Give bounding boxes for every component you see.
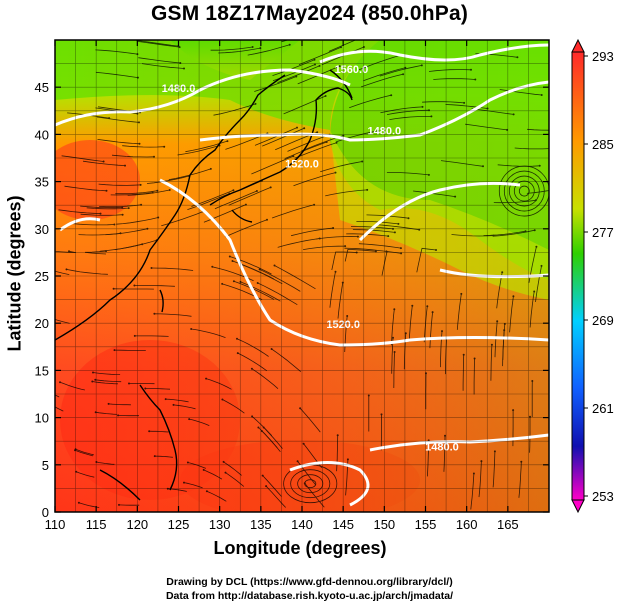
colorbar-label: 261 (592, 401, 614, 416)
contour-label: 1480.0 (162, 83, 196, 95)
x-axis: 110 115 120 125 130 135 140 145 150 155 160 165 (45, 40, 519, 532)
contour-label: 1520.0 (326, 319, 360, 331)
contour-label: 1560.0 (335, 64, 369, 76)
credit-drawing: Drawing by DCL (https://www.gfd-dennou.o… (166, 576, 453, 588)
chart-title: GSM 18Z17May2024 (850.0hPa) (150, 2, 469, 25)
x-tick-label: 125 (168, 517, 190, 532)
x-tick-label: 165 (497, 517, 519, 532)
colorbar-label: 253 (592, 489, 614, 504)
y-tick-label: 45 (35, 80, 49, 95)
x-tick-label: 145 (332, 517, 354, 532)
contour-labels: 1560.0 1480.0 1480.0 1520.0 1520.0 1480.0 (162, 64, 459, 454)
colorbar-label: 285 (592, 137, 614, 152)
x-tick-label: 110 (45, 517, 66, 532)
y-axis-label: Latitude (degrees) (4, 195, 25, 352)
height-contours (55, 43, 549, 507)
x-tick-label: 115 (86, 517, 107, 532)
contour-label: 1480.0 (425, 442, 459, 454)
y-tick-label: 15 (35, 363, 49, 378)
colorbar-label: 277 (592, 225, 614, 240)
x-tick-label: 140 (291, 517, 313, 532)
x-tick-label: 120 (126, 517, 148, 532)
y-tick-label: 40 (35, 127, 49, 142)
colorbar-label: 269 (592, 313, 614, 328)
y-axis: 0 5 10 15 20 25 30 35 40 45 (35, 80, 549, 520)
x-tick-label: 135 (250, 517, 272, 532)
x-tick-label: 160 (456, 517, 478, 532)
coastlines (55, 69, 353, 501)
temperature-field: 1560.0 1480.0 1480.0 1520.0 1520.0 1480.0 (55, 40, 549, 512)
y-tick-label: 30 (35, 222, 49, 237)
colorbar-label: 293 (592, 49, 614, 64)
y-tick-label: 5 (42, 458, 49, 473)
x-tick-label: 130 (209, 517, 231, 532)
contour-label: 1480.0 (368, 125, 402, 137)
y-tick-label: 35 (35, 175, 49, 190)
credit-data: Data from http://database.rish.kyoto-u.a… (165, 590, 454, 602)
y-tick-label: 20 (35, 316, 49, 331)
x-axis-label: Longitude (degrees) (213, 538, 387, 558)
x-tick-label: 155 (415, 517, 437, 532)
gridlines (55, 40, 549, 512)
contour-label: 1520.0 (285, 158, 319, 170)
x-tick-label: 150 (373, 517, 395, 532)
y-tick-label: 10 (35, 411, 49, 426)
colorbar: 293 285 277 269 261 253 (571, 38, 614, 514)
y-tick-label: 0 (42, 505, 49, 520)
y-tick-label: 25 (35, 269, 49, 284)
